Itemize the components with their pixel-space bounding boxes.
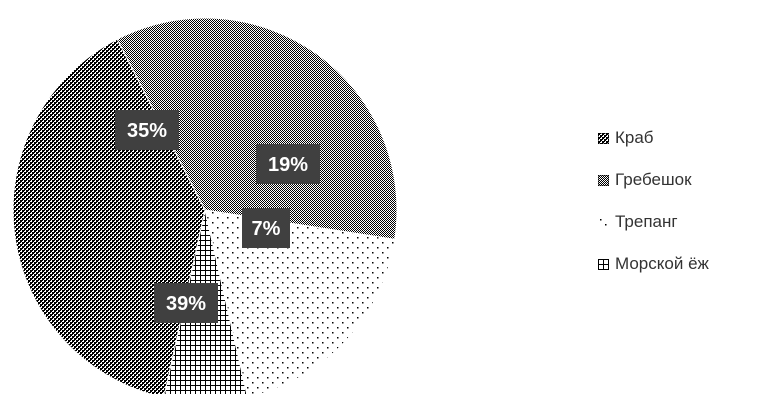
legend-label-sea-urchin: Морской ёж [615, 254, 709, 273]
data-label-краб: 39% [154, 283, 218, 323]
data-label-трепанг: 19% [256, 144, 320, 184]
legend-label-trepang: Трепанг [615, 212, 678, 231]
data-label-text: 39% [166, 293, 206, 315]
legend-item-crab[interactable]: Краб [598, 128, 762, 148]
legend-item-sea-urchin[interactable]: Морской ёж [598, 254, 762, 274]
legend-swatch-crab [598, 132, 609, 144]
data-label-box [154, 283, 218, 323]
data-label-box [242, 208, 290, 248]
data-label-text: 35% [127, 120, 167, 142]
data-label-box [115, 110, 179, 150]
data-label-box [256, 144, 320, 184]
data-label-гребешок: 35% [115, 110, 179, 150]
data-label-text: 19% [268, 154, 308, 176]
legend-swatch-sea-urchin [598, 258, 609, 270]
chart-legend: Краб Гребешок Трепанг Морской ёж [598, 128, 762, 296]
legend-item-scallop[interactable]: Гребешок [598, 170, 762, 190]
data-label-морской-ёж: 7% [242, 208, 290, 248]
legend-label-scallop: Гребешок [615, 170, 692, 189]
legend-swatch-scallop [598, 174, 609, 186]
legend-label-crab: Краб [615, 128, 654, 147]
pie-slice-трепанг[interactable] [204, 209, 396, 394]
legend-swatch-trepang [598, 216, 609, 228]
data-label-text: 7% [252, 218, 281, 240]
pie-slice-гребешок[interactable] [116, 17, 398, 240]
legend-item-trepang[interactable]: Трепанг [598, 212, 762, 232]
